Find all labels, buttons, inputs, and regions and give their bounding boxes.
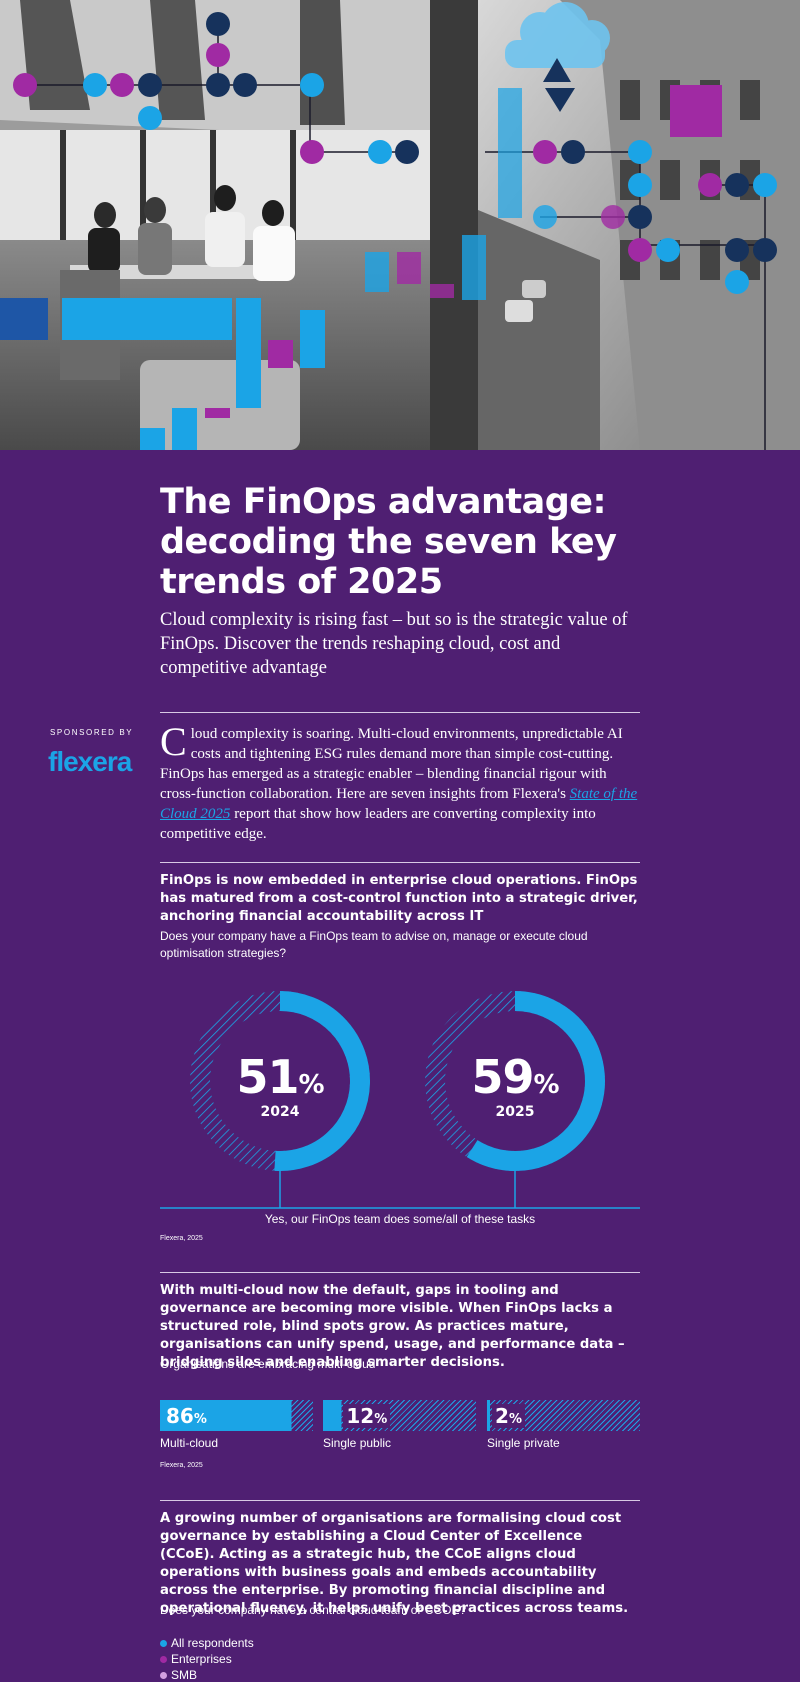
legend-dot-smb [160, 1672, 167, 1679]
section1-heading: FinOps is now embedded in enterprise clo… [160, 873, 638, 924]
section3-question: Does your company have a central cloud t… [160, 1603, 467, 1617]
bar-label: Single public [323, 1436, 392, 1450]
divider [160, 712, 640, 713]
report-link[interactable]: State of the Cloud 2025 [160, 786, 638, 822]
bar-multi-cloud: 86% [160, 1400, 313, 1431]
donut-2025-value: 59% [471, 1050, 559, 1104]
page-subtitle: Cloud complexity is rising fast – but so… [160, 610, 628, 678]
donut-chart [160, 991, 640, 1209]
bar-value: 12% [343, 1404, 391, 1428]
page-title: The FinOps advantage: decoding the seven… [160, 482, 617, 602]
intro-text: loud complexity is soaring. Multi-cloud … [160, 726, 623, 802]
divider [160, 862, 640, 863]
section2-heading: With multi-cloud now the default, gaps i… [160, 1283, 625, 1370]
bar-label: Single private [487, 1436, 560, 1450]
flexera-logo[interactable]: flexera [48, 746, 132, 777]
legend-item: SMB [160, 1668, 197, 1682]
section3-heading: A growing number of organisations are fo… [160, 1511, 629, 1616]
hero-image [0, 0, 800, 450]
bar-value: 2% [492, 1404, 525, 1428]
donut-answer-label: Yes, our FinOps team does some/all of th… [264, 1212, 536, 1226]
donut-arc-2025 [466, 991, 605, 1171]
bar-label: Multi-cloud [160, 1436, 219, 1450]
donut-2024-value: 51% [236, 1050, 324, 1104]
source-note: Flexera, 2025 [160, 1235, 203, 1242]
intro-text-end: report that show how leaders are convert… [160, 806, 596, 842]
section2-question: Organisations are embracing multi-cloud [160, 1357, 376, 1371]
source-note: Flexera, 2025 [160, 1462, 203, 1469]
legend-item: Enterprises [160, 1652, 232, 1666]
bar-single-public: 12% [323, 1400, 476, 1431]
donut-2025-label: 2025 [495, 1104, 535, 1120]
dropcap: C [160, 719, 187, 764]
legend-dot-enterprises [160, 1656, 167, 1663]
donut-2024-label: 2024 [260, 1104, 300, 1120]
section1-question: Does your company have a FinOps team to … [160, 929, 588, 960]
divider [160, 1500, 640, 1501]
article: The FinOps advantage: decoding the seven… [0, 450, 800, 1682]
divider [160, 1272, 640, 1273]
legend-item: All respondents [160, 1636, 254, 1650]
legend-dot-all [160, 1640, 167, 1647]
bar-single-private: 2% [487, 1400, 640, 1431]
donut-arc-2024 [274, 991, 370, 1171]
sponsor-label: SPONSORED BY [50, 728, 134, 737]
bar-value: 86% [166, 1404, 207, 1428]
